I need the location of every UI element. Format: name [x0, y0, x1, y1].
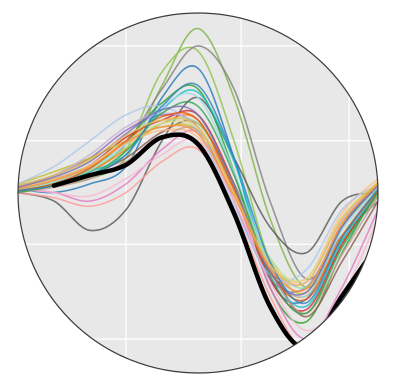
- waveform-line-28: [18, 117, 378, 286]
- waveform-line-23: [18, 111, 378, 302]
- waveform-line-13: [18, 89, 378, 308]
- waveform-line-25: [18, 105, 378, 296]
- waveform-line-26: [18, 124, 378, 293]
- circular-frame: [17, 12, 379, 374]
- waveform-line-21: [18, 120, 378, 283]
